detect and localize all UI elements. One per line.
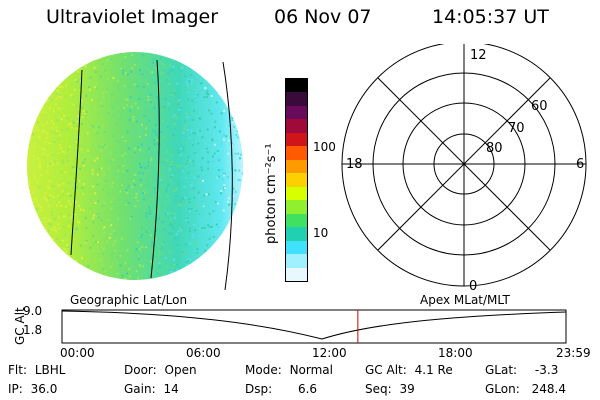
colorbar-band	[286, 200, 307, 215]
colorbar-tick-100: 100	[313, 140, 336, 154]
timeline-frame	[61, 309, 567, 344]
colorbar-band	[286, 186, 307, 202]
info-glon-label: GLon:	[485, 382, 520, 396]
info-ip-value: 36.0	[30, 382, 58, 396]
polar-label-left: 18	[346, 157, 363, 172]
info-ip: IP: 36.0	[8, 382, 57, 396]
info-door-label: Door:	[124, 363, 157, 377]
info-dsp: Dsp: 6.6	[245, 382, 317, 396]
colorbar-band	[286, 132, 307, 148]
altitude-timeline	[61, 309, 567, 344]
time-label: 14:05:37 UT	[432, 6, 549, 28]
info-gain-value: 14	[163, 382, 179, 396]
colorbar-band	[286, 146, 307, 161]
colorbar-band	[286, 173, 307, 188]
colorbar-unit-label: photon cm⁻²s⁻¹	[264, 143, 279, 244]
info-dsp-label: Dsp:	[245, 382, 273, 396]
uv-earth-image	[27, 52, 243, 290]
info-ip-label: IP:	[8, 382, 23, 396]
instrument-title: Ultraviolet Imager	[46, 6, 219, 28]
info-seq-label: Seq:	[365, 382, 392, 396]
colorbar-band	[286, 227, 307, 242]
polar-diagonal-2	[377, 77, 551, 251]
info-door-value: Open	[164, 363, 197, 377]
info-flt-label: Flt:	[8, 363, 27, 377]
info-glon: GLon: 248.4	[485, 382, 566, 396]
info-seq-value: 39	[399, 382, 415, 396]
colorbar-tick-10: 10	[313, 226, 329, 240]
info-flt: Flt: LBHL	[8, 363, 65, 377]
timeline-xtick-4: 23:59	[556, 346, 591, 360]
altitude-curve	[61, 310, 567, 340]
timeline-xtick-1: 06:00	[186, 346, 221, 360]
timeline-xtick-3: 18:00	[438, 346, 473, 360]
info-mode-label: Mode:	[245, 363, 282, 377]
info-mode-value: Normal	[289, 363, 333, 377]
colorbar-band	[286, 254, 307, 269]
info-mode: Mode: Normal	[245, 363, 333, 377]
colorbar-band	[286, 105, 307, 121]
polar-label-bottom: 0	[469, 279, 477, 294]
info-gc-alt: GC Alt: 4.1 Re	[365, 363, 453, 377]
info-gc-alt-label: GC Alt:	[365, 363, 407, 377]
info-glat-value: -3.3	[534, 363, 559, 377]
date-label: 06 Nov 07	[274, 6, 372, 28]
info-gc-alt-value: 4.1 Re	[414, 363, 453, 377]
colorbar-band	[286, 79, 307, 94]
colorbar-band	[286, 119, 307, 134]
polar-ring-label-70: 70	[508, 121, 525, 136]
info-glon-value: 248.4	[531, 382, 566, 396]
timeline-ytick-bottom: 1.8	[23, 323, 43, 337]
info-door: Door: Open	[124, 363, 197, 377]
polar-ring-label-80: 80	[486, 141, 503, 156]
colorbar	[285, 78, 308, 282]
info-gain-label: Gain:	[124, 382, 156, 396]
polar-label-right: 6	[576, 157, 584, 172]
timeline-right-title: Apex MLat/MLT	[420, 293, 510, 307]
polar-plot: 12 0 18 6 80 70 60	[341, 44, 587, 294]
colorbar-band	[286, 92, 307, 107]
timeline-xtick-0: 00:00	[60, 346, 95, 360]
polar-ring-label-60: 60	[531, 99, 548, 114]
polar-label-top: 12	[470, 48, 487, 63]
timeline-xtick-2: 12:00	[312, 346, 347, 360]
info-dsp-value: 6.6	[297, 382, 318, 396]
colorbar-band	[286, 240, 307, 256]
colorbar-band	[286, 213, 307, 229]
timeline-left-title: Geographic Lat/Lon	[70, 293, 188, 307]
info-flt-value: LBHL	[34, 363, 66, 377]
info-seq: Seq: 39	[365, 382, 415, 396]
colorbar-band	[286, 267, 307, 281]
longitude-lines	[70, 59, 233, 290]
info-glat: GLat: -3.3	[485, 363, 558, 377]
info-glat-label: GLat:	[485, 363, 518, 377]
info-gain: Gain: 14	[124, 382, 179, 396]
timeline-ytick-top: 9.0	[23, 304, 43, 318]
colorbar-band	[286, 159, 307, 175]
